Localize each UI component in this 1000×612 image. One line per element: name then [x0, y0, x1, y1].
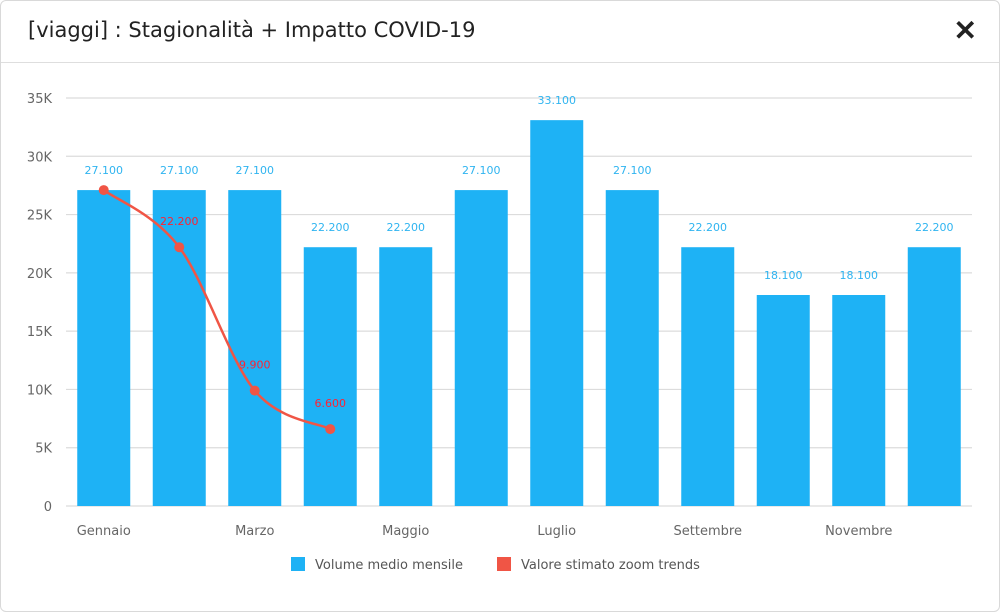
y-tick-label: 0: [44, 500, 52, 515]
trend-data-label: 9.900: [239, 359, 271, 372]
bar-data-label: 22.200: [311, 221, 350, 234]
bar-data-label: 27.100: [236, 164, 275, 177]
legend-label-volume: Volume medio mensile: [315, 558, 463, 573]
trend-point: [98, 185, 109, 196]
y-tick-label: 15K: [27, 325, 53, 340]
y-tick-label: 5K: [35, 442, 52, 457]
x-tick-label: Luglio: [537, 524, 576, 539]
x-tick-label: Gennaio: [77, 524, 131, 539]
y-tick-label: 35K: [27, 92, 53, 107]
modal-title: [viaggi] : Stagionalità + Impatto COVID-…: [28, 18, 476, 42]
bar: [832, 295, 886, 506]
trend-data-label: 6.600: [315, 397, 347, 410]
y-tick-label: 30K: [27, 150, 53, 165]
bar: [379, 247, 433, 506]
trend-point: [174, 242, 185, 253]
bar-data-label: 18.100: [840, 269, 879, 282]
y-tick-label: 25K: [27, 209, 53, 224]
legend-swatch-trends: [497, 557, 511, 571]
trend-line: [102, 189, 331, 431]
bar: [605, 190, 659, 506]
bar: [303, 247, 357, 506]
bar-data-label: 22.200: [915, 221, 954, 234]
bar: [152, 190, 206, 506]
x-tick-label: Maggio: [382, 524, 429, 539]
y-tick-label: 20K: [27, 267, 53, 282]
x-tick-label: Novembre: [825, 524, 892, 539]
trend-point: [325, 424, 336, 435]
y-tick-label: 10K: [27, 383, 53, 398]
bar: [681, 247, 735, 506]
x-tick-label: Marzo: [235, 524, 274, 539]
bar: [454, 190, 508, 506]
bar-data-label: 27.100: [613, 164, 652, 177]
x-tick-label: Settembre: [674, 524, 742, 539]
bar: [530, 120, 584, 507]
bar-data-label: 18.100: [764, 269, 803, 282]
bar: [228, 190, 282, 506]
close-icon[interactable]: ✕: [953, 15, 977, 46]
bar-data-label: 27.100: [160, 164, 199, 177]
bar-data-label: 27.100: [462, 164, 501, 177]
bar-data-label: 22.200: [387, 221, 426, 234]
legend-label-trends: Valore stimato zoom trends: [521, 558, 700, 573]
bar-data-label: 33.100: [538, 94, 577, 107]
bar: [907, 247, 961, 506]
bar: [756, 295, 810, 506]
modal-header: [viaggi] : Stagionalità + Impatto COVID-…: [1, 1, 999, 63]
bar-data-label: 27.100: [85, 164, 124, 177]
legend-swatch-volume: [291, 557, 305, 571]
bar: [77, 190, 131, 506]
bar-data-label: 22.200: [689, 221, 728, 234]
trend-point: [249, 385, 260, 396]
trend-data-label: 22.200: [160, 215, 199, 228]
